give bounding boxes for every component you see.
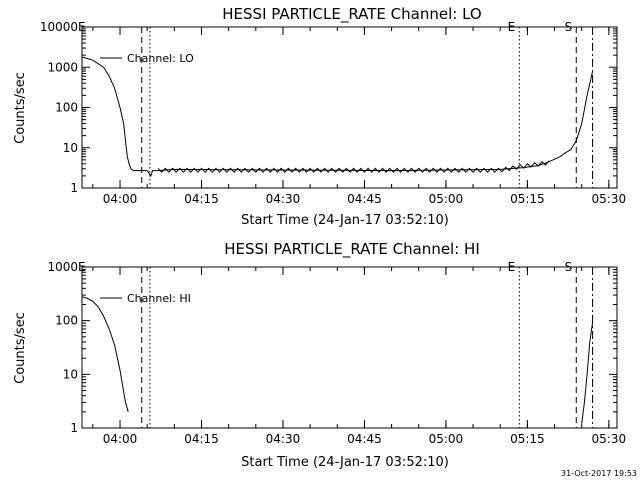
- footer-timestamp: 31-Oct-2017 19:53: [561, 469, 637, 478]
- x-tick-label: 04:00: [103, 432, 138, 446]
- chart-title: HESSI PARTICLE_RATE Channel: HI: [224, 240, 480, 259]
- chart-title: HESSI PARTICLE_RATE Channel: LO: [222, 5, 481, 24]
- legend-label: Channel: HI: [127, 292, 191, 305]
- x-tick-label: 04:15: [184, 192, 219, 206]
- marker-label: E: [78, 260, 86, 274]
- series-line: [81, 56, 594, 178]
- marker-label: E: [78, 20, 86, 34]
- x-tick-label: 05:00: [429, 192, 464, 206]
- y-tick-label: 100: [55, 101, 78, 115]
- x-tick-label: 05:00: [429, 432, 464, 446]
- x-tick-label: 05:15: [510, 192, 545, 206]
- x-tick-label: 05:15: [510, 432, 545, 446]
- series-noise: [157, 160, 550, 173]
- marker-label: E: [508, 260, 516, 274]
- x-tick-label: 05:30: [592, 192, 627, 206]
- x-axis-label: Start Time (24-Jan-17 03:52:10): [241, 213, 449, 228]
- series-line: [581, 321, 594, 424]
- y-tick-label: 100: [55, 314, 78, 328]
- x-axis-label: Start Time (24-Jan-17 03:52:10): [241, 455, 449, 470]
- marker-label: S: [565, 260, 573, 274]
- x-tick-label: 04:30: [266, 432, 301, 446]
- marker-label: S: [565, 20, 573, 34]
- y-axis-label: Counts/sec: [13, 312, 28, 384]
- panel-lo: HESSI PARTICLE_RATE Channel: LO Start Ti…: [13, 5, 626, 228]
- y-tick-label: 1000: [47, 260, 78, 274]
- x-tick-label: 04:45: [347, 432, 382, 446]
- y-axis-label: Counts/sec: [13, 72, 28, 144]
- y-tick-label: 1: [70, 421, 78, 435]
- y-tick-label: 1000: [47, 60, 78, 74]
- x-tick-label: 04:00: [103, 192, 138, 206]
- y-tick-label: 10: [63, 367, 78, 381]
- y-tick-label: 1: [70, 181, 78, 195]
- x-tick-label: 04:15: [184, 432, 219, 446]
- series-line: [81, 296, 129, 412]
- plot-area: 04:00 04:15 04:30 04:45 05:00 05:15 05:30 1 10 10…: [47, 260, 626, 446]
- axes-frame: [81, 266, 618, 429]
- y-tick-label: 10000: [40, 20, 78, 34]
- plot-area: 04:00 04:15 04:30 04:45 05:00 05:15 05:30 1 10 10…: [40, 20, 626, 206]
- y-tick-label: 10: [63, 141, 78, 155]
- marker-label: E: [508, 20, 516, 34]
- x-tick-label: 04:30: [266, 192, 301, 206]
- legend-label: Channel: LO: [127, 52, 194, 65]
- x-tick-label: 05:30: [592, 432, 627, 446]
- panel-hi: HESSI PARTICLE_RATE Channel: HI Start Ti…: [13, 240, 626, 470]
- x-tick-label: 04:45: [347, 192, 382, 206]
